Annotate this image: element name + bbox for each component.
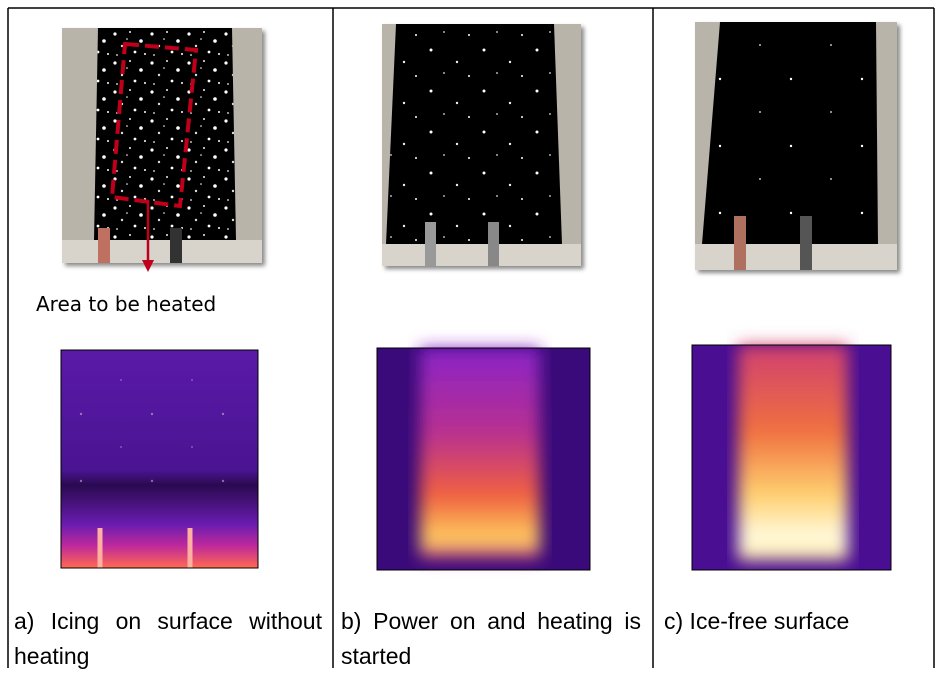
- photo-c: [695, 22, 897, 270]
- thermal-a: [60, 349, 259, 569]
- caption: a) Icing on surface without heating: [14, 608, 322, 669]
- thermal-c: [691, 344, 892, 571]
- thermal-b: [376, 347, 591, 571]
- caption: b) Power on and heating is started: [341, 608, 641, 669]
- photo-b: [382, 24, 581, 266]
- table-border: [7, 7, 935, 668]
- caption: c) Ice-free surface: [664, 608, 850, 634]
- heated-area-outline: [109, 41, 199, 209]
- photo-a: [62, 28, 262, 263]
- annotation: Area to be heated: [36, 292, 217, 316]
- arrow-head: [142, 260, 154, 272]
